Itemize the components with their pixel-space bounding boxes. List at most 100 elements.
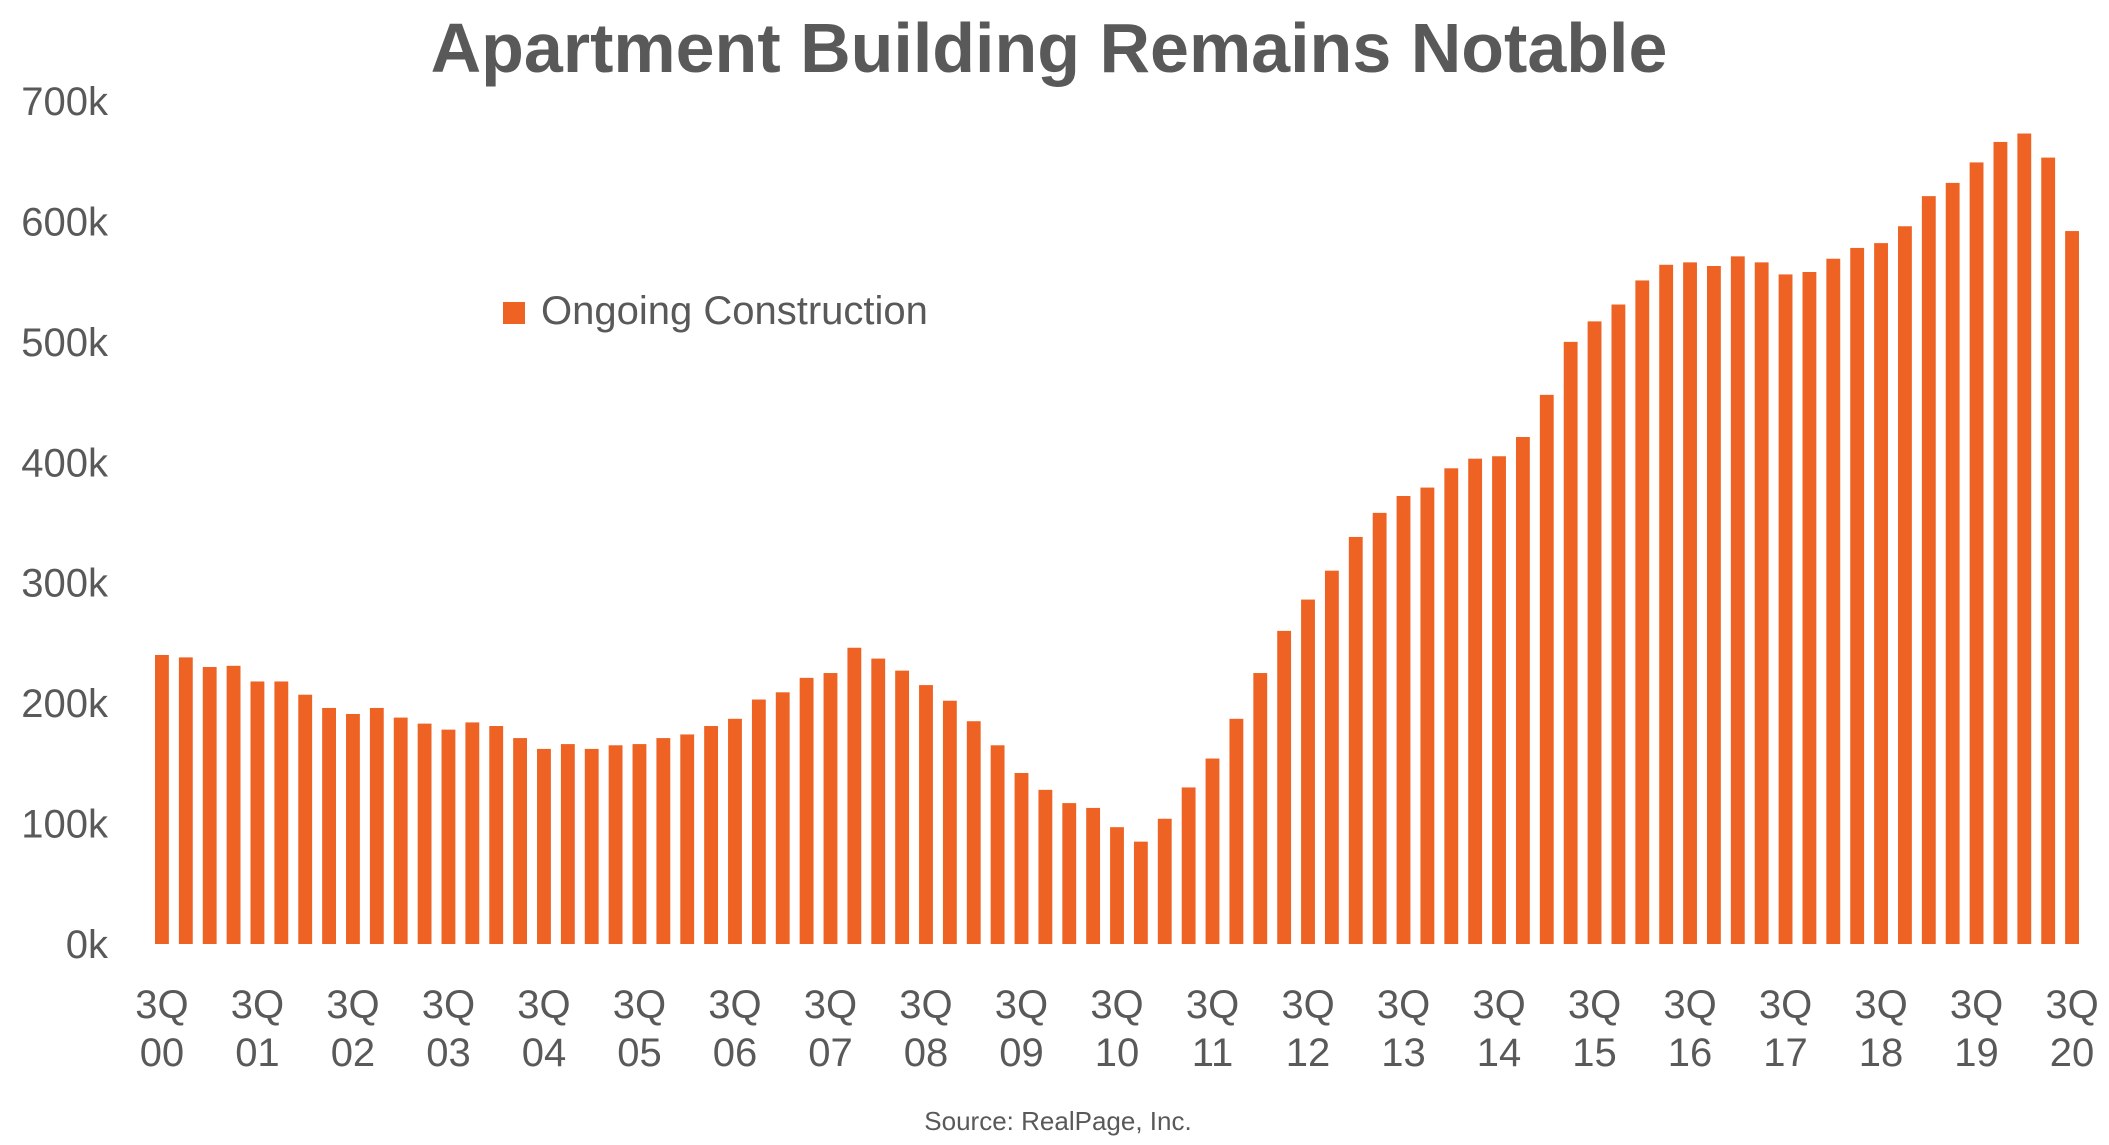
bar-2Q02	[322, 707, 336, 944]
bar-4Q12	[1324, 570, 1339, 944]
bar-1Q17	[1730, 256, 1745, 945]
bar-1Q04	[489, 726, 504, 944]
x-axis: 3Q 00 3Q 01 3Q 02 3Q 03 3Q 04 3Q 05 3Q 06 3Q 07 3Q 08 3Q 09…	[135, 983, 2098, 1075]
x-tick-label: 3Q 10	[1090, 983, 1143, 1075]
bar-4Q04	[560, 744, 575, 944]
x-tick-label: 3Q 15	[1568, 983, 1621, 1075]
y-tick-label: 700k	[21, 80, 109, 124]
bar-1Q09	[966, 721, 981, 944]
bar-3Q20	[2065, 231, 2079, 944]
bar-1Q20	[2017, 133, 2032, 944]
x-tick-label: 3Q 18	[1854, 983, 1907, 1075]
bar-4Q10	[1133, 841, 1148, 944]
bar-3Q19	[1969, 162, 1984, 945]
bar-3Q01	[250, 681, 265, 944]
chart-title: Apartment Building Remains Notable	[431, 9, 1668, 87]
legend-swatch	[503, 302, 525, 324]
bar-1Q12	[1253, 673, 1268, 944]
bar-3Q15	[1587, 321, 1602, 944]
bar-1Q19	[1921, 196, 1936, 944]
bars-series-ongoing-construction	[155, 133, 2079, 945]
bar-4Q08	[942, 700, 957, 944]
bar-4Q19	[1993, 141, 2008, 944]
bar-2Q11	[1181, 787, 1196, 944]
x-tick-label: 3Q 16	[1663, 983, 1716, 1075]
x-tick-label: 3Q 11	[1186, 983, 1239, 1075]
bar-2Q10	[1086, 807, 1101, 944]
bar-2Q20	[2041, 157, 2056, 945]
x-tick-label: 3Q 09	[995, 983, 1048, 1075]
y-axis: 0k 100k 200k 300k 400k 500k 600k 700k	[21, 80, 109, 967]
x-tick-label: 3Q 05	[613, 983, 666, 1075]
bar-3Q14	[1492, 456, 1506, 944]
bar-4Q14	[1515, 437, 1530, 944]
bar-4Q13	[1420, 487, 1435, 944]
bar-4Q15	[1611, 304, 1626, 944]
bar-4Q17	[1802, 272, 1817, 944]
bar-2Q13	[1372, 512, 1387, 944]
bar-2Q03	[417, 723, 432, 944]
bar-4Q06	[751, 699, 766, 944]
bar-4Q05	[656, 738, 671, 944]
bar-1Q14	[1444, 468, 1459, 944]
bar-3Q00	[155, 654, 169, 944]
y-tick-label: 600k	[21, 200, 109, 244]
bar-2Q05	[608, 745, 623, 944]
bar-1Q15	[1539, 394, 1554, 945]
bar-1Q07	[775, 692, 790, 944]
x-tick-label: 3Q 04	[517, 983, 570, 1075]
bar-2Q01	[226, 665, 241, 944]
bar-1Q02	[298, 694, 313, 944]
x-tick-label: 3Q 06	[708, 983, 761, 1075]
bar-3Q07	[823, 673, 838, 944]
x-tick-label: 3Q 07	[804, 983, 857, 1075]
bar-2Q18	[1850, 247, 1865, 945]
bar-1Q18	[1826, 258, 1841, 944]
bar-4Q18	[1898, 226, 1912, 944]
source-note: Source: RealPage, Inc.	[924, 1106, 1191, 1136]
y-tick-label: 100k	[21, 803, 109, 847]
bar-2Q07	[799, 677, 814, 944]
bar-4Q02	[369, 707, 384, 944]
bar-4Q01	[274, 681, 289, 944]
bar-4Q00	[178, 657, 193, 944]
y-tick-label: 200k	[21, 682, 109, 726]
x-tick-label: 3Q 20	[2045, 983, 2098, 1075]
bar-3Q10	[1110, 827, 1124, 944]
bar-2Q14	[1468, 458, 1483, 944]
bar-2Q08	[895, 670, 910, 944]
x-tick-label: 3Q 12	[1281, 983, 1334, 1075]
bar-3Q09	[1014, 772, 1029, 944]
bar-3Q13	[1396, 496, 1411, 944]
bar-2Q06	[704, 726, 719, 944]
bar-2Q09	[990, 745, 1005, 944]
bar-4Q11	[1229, 718, 1244, 944]
bar-2Q17	[1754, 262, 1769, 944]
x-tick-label: 3Q 19	[1950, 983, 2003, 1075]
bar-3Q16	[1683, 262, 1697, 944]
bar-1Q16	[1635, 280, 1650, 944]
bar-4Q16	[1706, 265, 1721, 944]
bar-3Q12	[1301, 599, 1315, 944]
bar-3Q03	[441, 729, 456, 944]
bar-1Q10	[1062, 803, 1077, 944]
bar-1Q08	[871, 658, 886, 944]
bar-4Q03	[465, 722, 480, 944]
bar-3Q02	[346, 713, 360, 944]
x-tick-label: 3Q 17	[1759, 983, 1812, 1075]
x-tick-label: 3Q 08	[899, 983, 952, 1075]
bar-2Q12	[1277, 630, 1292, 944]
bar-1Q03	[393, 717, 408, 944]
bar-3Q04	[537, 748, 551, 944]
y-tick-label: 400k	[21, 441, 109, 485]
y-tick-label: 0k	[66, 923, 109, 967]
x-tick-label: 3Q 03	[422, 983, 475, 1075]
legend: Ongoing Construction	[503, 289, 928, 333]
x-tick-label: 3Q 14	[1472, 983, 1525, 1075]
bar-3Q06	[728, 718, 742, 944]
bar-1Q13	[1348, 536, 1363, 944]
x-tick-label: 3Q 13	[1377, 983, 1430, 1075]
legend-label: Ongoing Construction	[541, 289, 928, 333]
